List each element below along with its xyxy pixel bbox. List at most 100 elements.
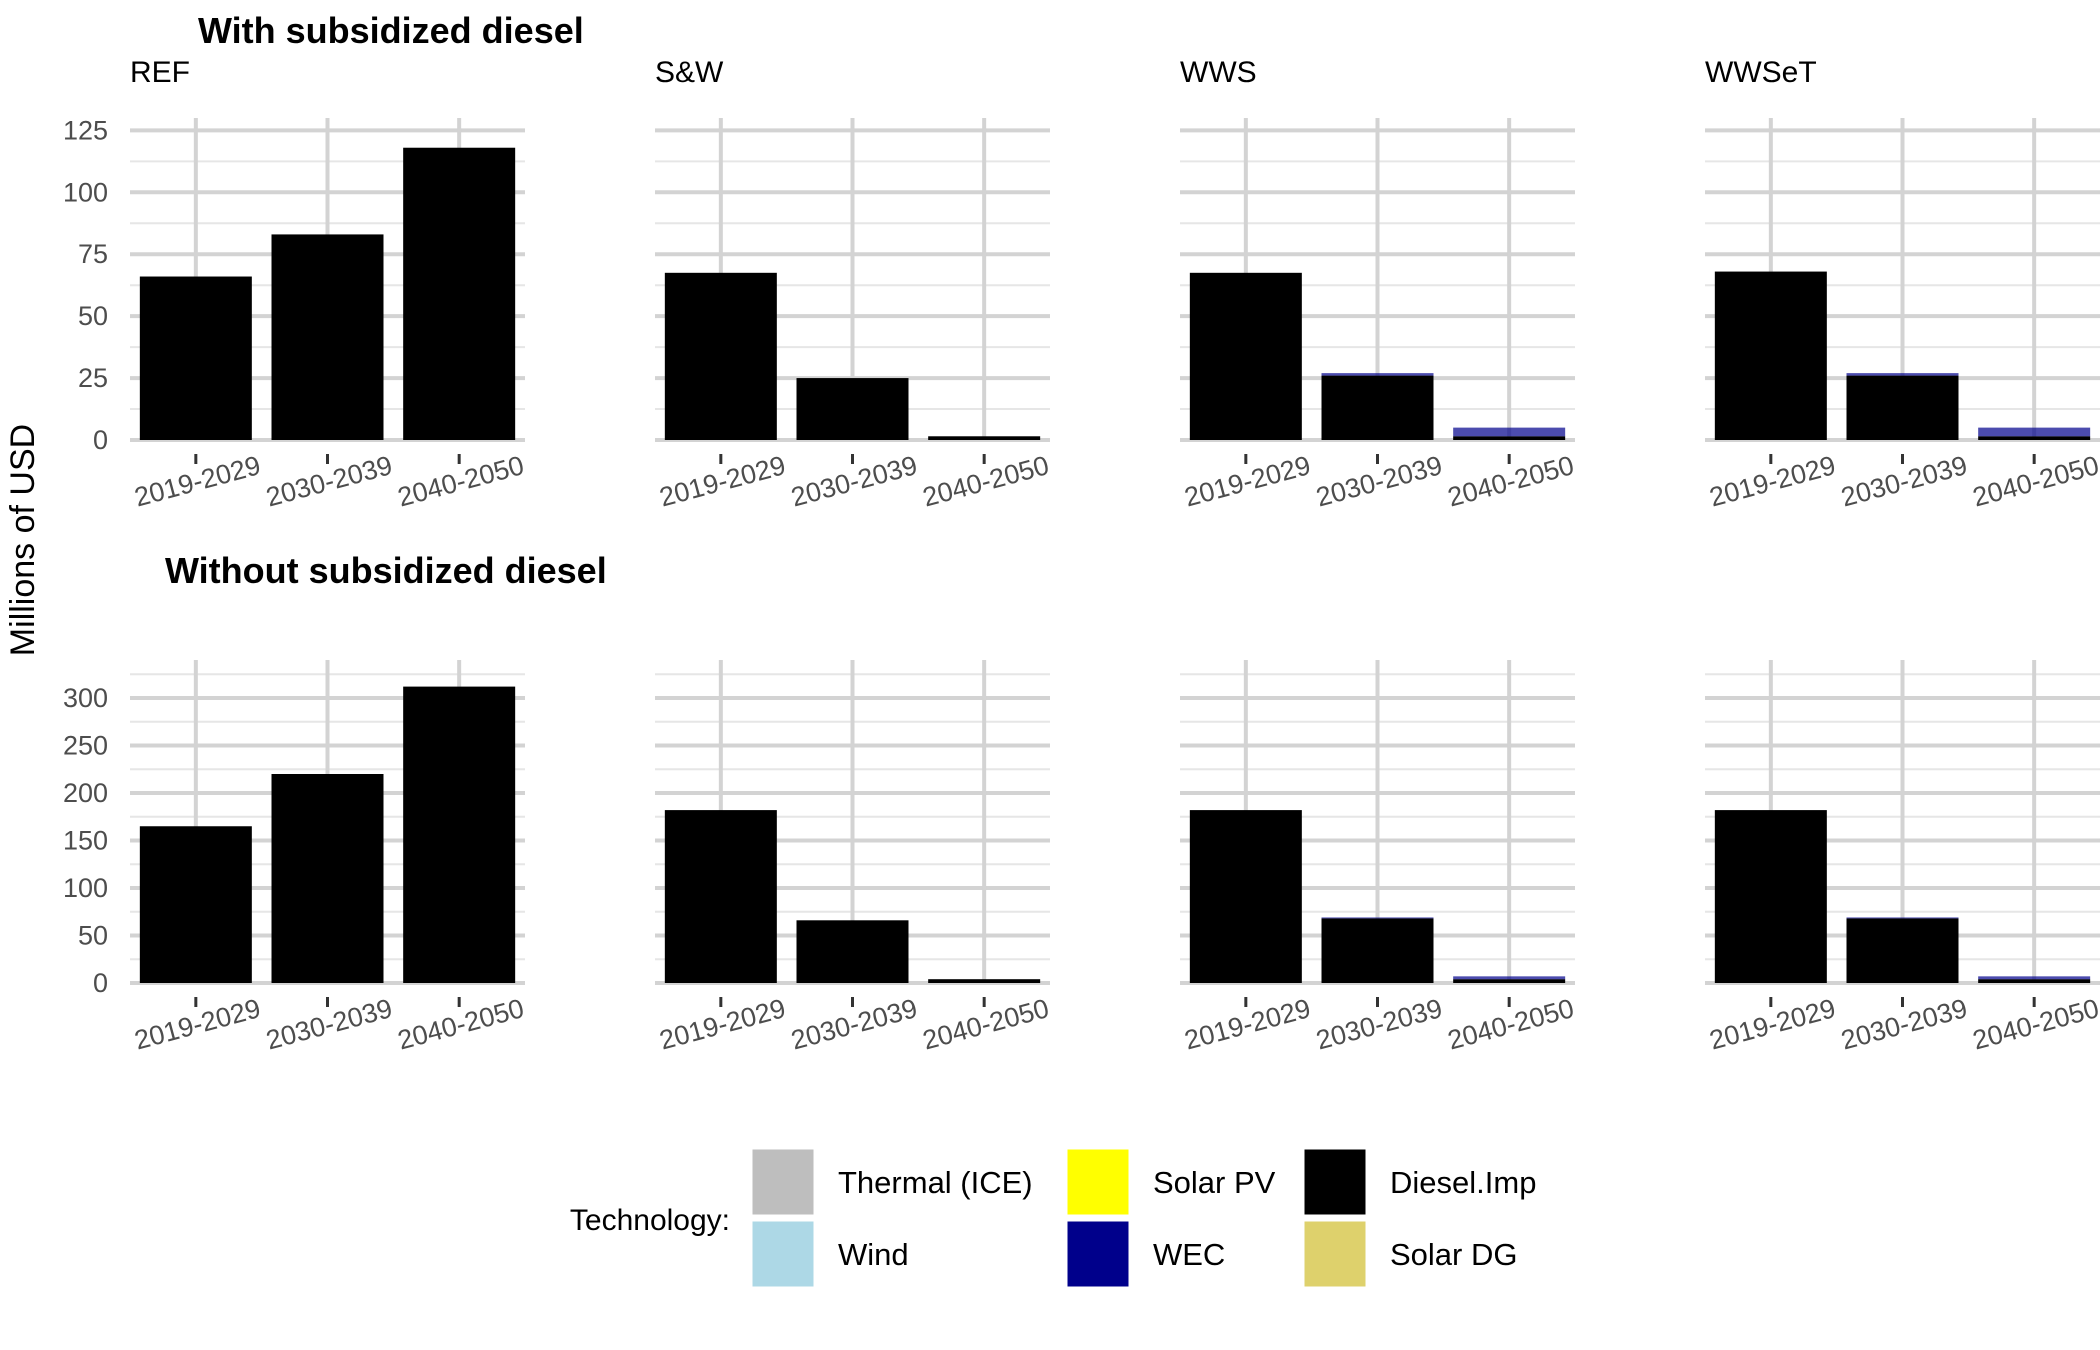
y-tick-label: 300 (63, 683, 108, 713)
legend-item: Solar PV (1064, 1146, 1276, 1218)
legend-label: WEC (1153, 1237, 1225, 1272)
y-tick-label: 150 (63, 826, 108, 856)
legend-item: Solar DG (1301, 1218, 1517, 1290)
facet-title: WWSeT (1705, 56, 1817, 89)
bar-diesel-imp (139, 826, 252, 983)
x-tick-label: 2030-2039 (788, 450, 920, 512)
facet-panel: WWS 2019-2029 2030-2039 2040-2050 (1180, 56, 1577, 513)
x-tick-label: 2019-2029 (1706, 993, 1838, 1055)
row-title: Without subsidized diesel (165, 550, 607, 591)
facet-panel: 2019-2029 2030-2039 2040-2050 0 50 100 150 200 2… (63, 660, 527, 1056)
bar-diesel-imp (1846, 918, 1959, 983)
bar-diesel-imp (1714, 271, 1827, 440)
y-tick-label: 100 (63, 873, 108, 903)
legend: Technology: Thermal (ICE) Wind Solar PV WEC D… (570, 1146, 1536, 1290)
facet-panel: 2019-2029 2030-2039 2040-2050 (1180, 660, 1577, 1056)
x-tick-label: 2040-2050 (920, 993, 1052, 1055)
bar-diesel-imp (1321, 375, 1434, 440)
x-tick-label: 2019-2029 (1181, 450, 1313, 512)
facet-panel: 2019-2029 2030-2039 2040-2050 (655, 660, 1052, 1056)
bar-diesel-imp (1189, 810, 1302, 983)
bar-diesel-imp (928, 979, 1041, 983)
x-tick-label: 2019-2029 (131, 993, 263, 1055)
x-tick-label: 2030-2039 (1313, 993, 1445, 1055)
bar-diesel-imp (271, 774, 384, 983)
x-tick-label: 2030-2039 (263, 993, 395, 1055)
y-tick-label: 50 (78, 921, 108, 951)
y-tick-label: 50 (78, 301, 108, 331)
bar-wec (1321, 917, 1434, 919)
legend-swatch (1064, 1146, 1132, 1218)
bar-wec (1846, 373, 1959, 376)
bar-wec (1846, 917, 1959, 919)
x-tick-label: 2019-2029 (1181, 993, 1313, 1055)
x-tick-label: 2030-2039 (263, 450, 395, 512)
y-tick-label: 200 (63, 778, 108, 808)
legend-swatch (749, 1218, 817, 1290)
bar-diesel-imp (139, 276, 252, 440)
legend-swatch (749, 1146, 817, 1218)
facet-title: S&W (655, 56, 724, 89)
bar-diesel-imp (928, 436, 1041, 440)
facet-title: REF (130, 56, 190, 89)
y-tick-label: 100 (63, 177, 108, 207)
x-tick-label: 2030-2039 (788, 993, 920, 1055)
bar-diesel-imp (1189, 272, 1302, 440)
x-tick-label: 2040-2050 (395, 450, 527, 512)
x-tick-label: 2019-2029 (1706, 450, 1838, 512)
x-tick-label: 2040-2050 (1445, 450, 1577, 512)
legend-item: Wind (749, 1218, 909, 1290)
row-title: With subsidized diesel (198, 10, 584, 51)
legend-swatch (1301, 1146, 1369, 1218)
legend-title: Technology: (570, 1204, 730, 1237)
legend-item: Diesel.Imp (1301, 1146, 1536, 1218)
bar-diesel-imp (403, 686, 516, 983)
bar-diesel-imp (1978, 979, 2091, 983)
bar-diesel-imp (1321, 918, 1434, 983)
legend-swatch (1301, 1218, 1369, 1290)
bar-diesel-imp (403, 147, 516, 440)
bar-diesel-imp (664, 272, 777, 440)
bar-diesel-imp (796, 378, 909, 440)
bar-diesel-imp (1846, 375, 1959, 440)
bar-diesel-imp (1978, 436, 2091, 440)
legend-item: WEC (1064, 1218, 1225, 1290)
legend-label: Diesel.Imp (1390, 1165, 1536, 1200)
x-tick-label: 2019-2029 (656, 450, 788, 512)
bar-diesel-imp (1453, 436, 1566, 440)
facet-panel: 2019-2029 2030-2039 2040-2050 (1705, 660, 2100, 1056)
legend-label: Wind (838, 1237, 909, 1272)
bar-diesel-imp (664, 810, 777, 983)
x-tick-label: 2019-2029 (656, 993, 788, 1055)
bar-wec (1321, 373, 1434, 376)
x-tick-label: 2040-2050 (920, 450, 1052, 512)
facet-panel: S&W 2019-2029 2030-2039 2040-2050 (655, 56, 1052, 513)
y-tick-label: 0 (93, 425, 108, 455)
y-tick-label: 25 (78, 363, 108, 393)
bar-wec (1453, 976, 1566, 980)
bar-diesel-imp (796, 920, 909, 983)
legend-swatch (1064, 1218, 1132, 1290)
legend-label: Solar PV (1153, 1165, 1276, 1200)
bar-wec (1453, 427, 1566, 437)
y-tick-label: 125 (63, 115, 108, 145)
legend-label: Thermal (ICE) (838, 1165, 1033, 1200)
x-tick-label: 2040-2050 (395, 993, 527, 1055)
y-tick-label: 75 (78, 239, 108, 269)
bar-diesel-imp (1714, 810, 1827, 983)
legend-label: Solar DG (1390, 1237, 1517, 1272)
x-tick-label: 2030-2039 (1313, 450, 1445, 512)
legend-item: Thermal (ICE) (749, 1146, 1033, 1218)
x-tick-label: 2040-2050 (1445, 993, 1577, 1055)
bar-diesel-imp (1453, 979, 1566, 983)
facet-panel: REF 2019-2029 2030-2039 2040-2050 0 25 50 75 100… (63, 56, 527, 513)
x-tick-label: 2030-2039 (1838, 450, 1970, 512)
y-tick-label: 0 (93, 968, 108, 998)
y-tick-label: 250 (63, 731, 108, 761)
bar-wec (1978, 976, 2091, 980)
x-tick-label: 2019-2029 (131, 450, 263, 512)
